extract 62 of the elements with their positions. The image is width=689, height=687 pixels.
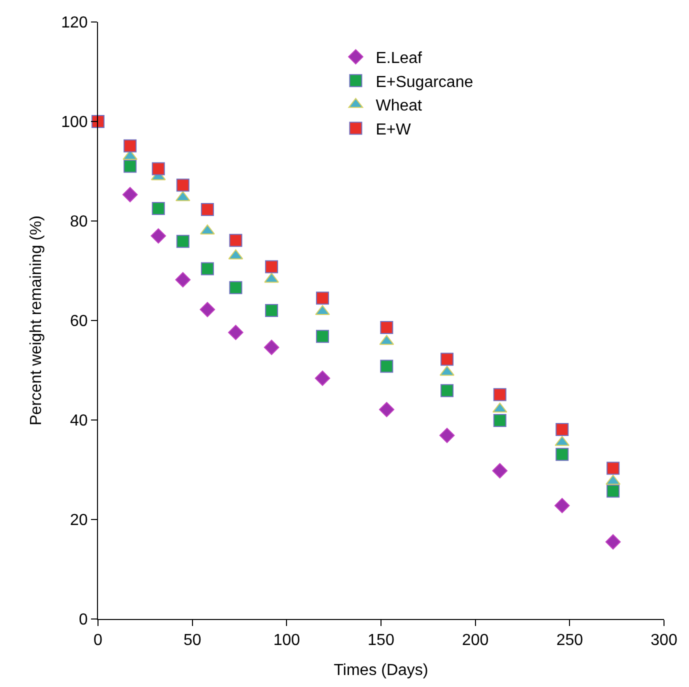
point — [606, 462, 620, 475]
point — [440, 366, 454, 376]
legend-label: E.Leaf — [376, 50, 423, 68]
point — [492, 463, 508, 478]
point — [379, 402, 394, 418]
point — [265, 304, 278, 318]
point — [316, 330, 330, 343]
x-tick-label: 200 — [462, 632, 489, 650]
point — [176, 178, 190, 192]
point — [124, 160, 137, 173]
point — [380, 360, 394, 373]
point — [152, 202, 165, 216]
point — [229, 281, 242, 294]
point — [440, 352, 454, 366]
y-tick-label: 80 — [70, 214, 88, 231]
point — [175, 272, 191, 288]
point — [493, 388, 506, 402]
x-axis-title: Times (Days) — [334, 662, 428, 679]
point — [152, 162, 165, 176]
point — [606, 474, 620, 485]
point — [200, 262, 214, 276]
point — [228, 324, 244, 340]
y-axis-title: Percent weight remaining (%) — [28, 216, 45, 426]
legend-label: E+Sugarcane — [376, 74, 474, 91]
point — [556, 448, 569, 461]
point — [200, 203, 214, 216]
x-tick-label: 150 — [368, 632, 394, 650]
point — [556, 422, 569, 436]
point — [314, 370, 330, 386]
point — [380, 320, 394, 334]
y-tick-label: 40 — [70, 412, 88, 430]
point — [315, 305, 330, 316]
point — [200, 302, 216, 318]
point — [264, 272, 279, 283]
x-tick-label: 50 — [183, 632, 202, 650]
point — [122, 186, 138, 202]
x-tick-label: 100 — [273, 632, 300, 650]
point — [92, 115, 104, 128]
y-tick-label: 120 — [61, 14, 88, 32]
point — [124, 139, 137, 152]
point — [176, 234, 190, 248]
point — [440, 384, 454, 398]
y-tick-label: 60 — [70, 313, 88, 330]
point — [265, 260, 278, 274]
point — [606, 484, 620, 498]
point — [605, 534, 621, 550]
x-tick-label: 250 — [556, 632, 584, 650]
point — [554, 498, 570, 514]
point — [229, 234, 242, 247]
x-tick-label: 0 — [94, 632, 103, 650]
point — [150, 228, 166, 244]
y-tick-label: 20 — [70, 512, 88, 530]
y-tick-label: 0 — [78, 612, 88, 629]
point — [316, 292, 330, 305]
point — [200, 224, 215, 234]
x-tick-label: 300 — [650, 632, 678, 650]
legend-label: Wheat — [376, 98, 423, 115]
point — [439, 428, 455, 444]
point — [493, 414, 506, 427]
legend-label: E+W — [376, 121, 412, 138]
y-tick-label: 100 — [61, 114, 88, 132]
point — [264, 340, 280, 356]
